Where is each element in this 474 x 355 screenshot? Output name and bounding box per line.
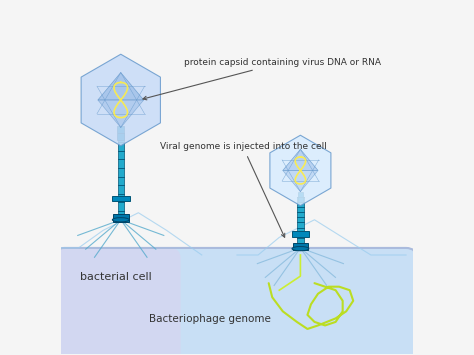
Ellipse shape xyxy=(112,218,129,222)
Bar xyxy=(112,196,129,201)
FancyBboxPatch shape xyxy=(54,248,417,355)
Polygon shape xyxy=(283,170,318,192)
Polygon shape xyxy=(98,100,144,127)
Polygon shape xyxy=(81,54,160,146)
Bar xyxy=(292,231,309,237)
Bar xyxy=(117,126,124,140)
Text: Bacteriophage genome: Bacteriophage genome xyxy=(149,314,271,324)
Bar xyxy=(292,244,308,250)
Polygon shape xyxy=(98,72,144,100)
FancyBboxPatch shape xyxy=(54,248,181,355)
Text: bacterial cell: bacterial cell xyxy=(80,272,152,282)
Text: Viral genome is injected into the cell: Viral genome is injected into the cell xyxy=(160,142,327,237)
Polygon shape xyxy=(270,135,331,206)
Text: protein capsid containing virus DNA or RNA: protein capsid containing virus DNA or R… xyxy=(143,58,381,100)
Bar xyxy=(113,214,128,222)
Bar xyxy=(298,192,303,202)
Polygon shape xyxy=(283,149,318,170)
Ellipse shape xyxy=(292,246,309,251)
Bar xyxy=(118,133,124,220)
Bar xyxy=(297,197,303,248)
